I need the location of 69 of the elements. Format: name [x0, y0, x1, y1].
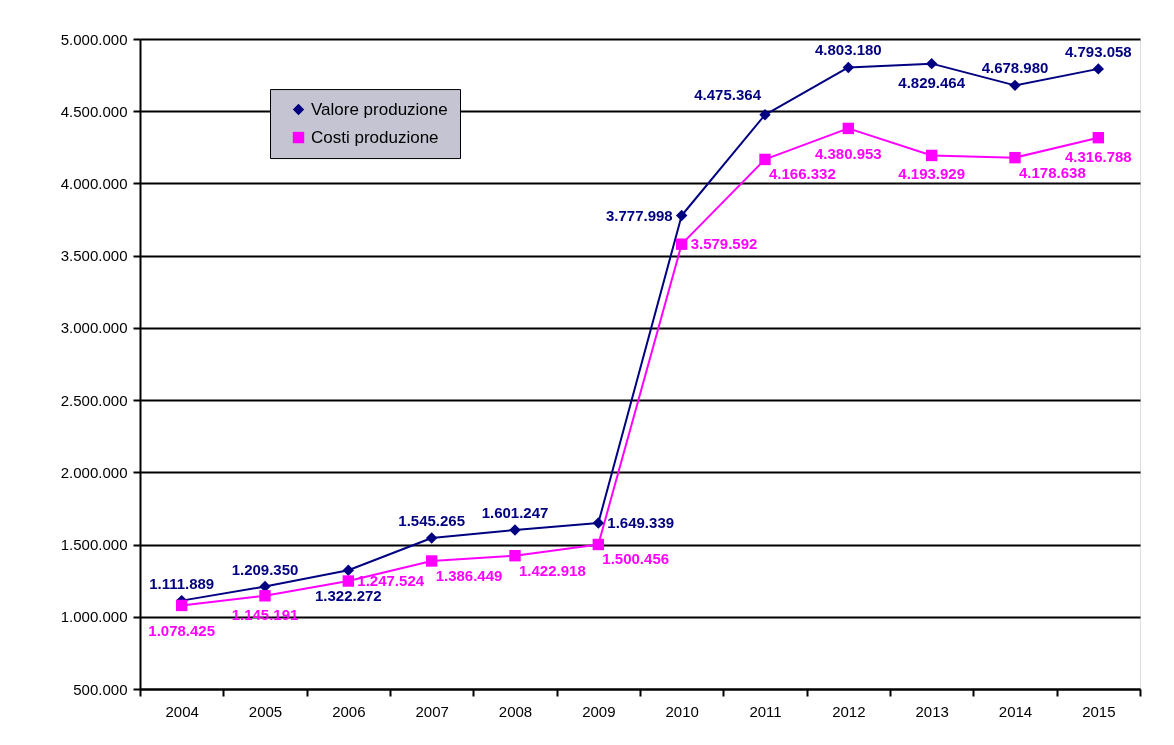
data-label: 1.386.449	[435, 566, 503, 584]
data-label: 4.475.364	[694, 85, 762, 103]
data-label: 1.422.918	[519, 561, 586, 579]
data-label: 4.178.638	[1019, 163, 1086, 181]
x-tick-label: 2004	[165, 702, 199, 720]
point	[509, 549, 521, 562]
y-tick-label: 4.500.000	[60, 102, 128, 120]
point	[592, 517, 605, 529]
data-label: 1.078.425	[148, 622, 216, 640]
point	[1092, 131, 1105, 144]
y-tick-label: 2.500.000	[60, 391, 128, 409]
x-tick-label: 2007	[415, 702, 449, 720]
point	[759, 109, 771, 121]
x-tick-label: 2009	[582, 702, 616, 720]
y-tick-label: 3.500.000	[60, 247, 128, 265]
legend-label: Valore produzione	[311, 99, 448, 119]
point	[425, 532, 438, 544]
data-label: 4.678.980	[981, 59, 1049, 77]
x-tick-label: 2010	[665, 702, 699, 720]
y-tick-label: 4.000.000	[60, 174, 128, 192]
point	[675, 209, 688, 222]
data-label: 1.322.272	[314, 587, 382, 605]
y-tick-label: 500.000	[73, 680, 128, 698]
x-tick-label: 2006	[332, 702, 366, 720]
data-label: 4.316.788	[1064, 147, 1132, 165]
point	[1009, 151, 1021, 164]
point	[342, 564, 355, 576]
data-label: 4.793.058	[1064, 42, 1132, 60]
data-label: 4.803.180	[814, 41, 882, 59]
data-label: 1.209.350	[231, 560, 299, 578]
point	[592, 538, 605, 551]
y-tick-label: 5.000.000	[60, 30, 128, 48]
point	[259, 590, 271, 602]
point	[675, 238, 688, 250]
point	[842, 122, 855, 135]
data-label: 4.166.332	[769, 165, 836, 183]
point	[1092, 63, 1105, 75]
point	[425, 555, 438, 567]
x-tick-label: 2012	[832, 702, 866, 720]
point	[759, 153, 771, 166]
point	[175, 599, 188, 612]
data-label: 3.579.592	[690, 235, 758, 253]
point	[925, 149, 938, 162]
data-label: 4.829.464	[898, 73, 966, 91]
data-label: 1.247.524	[357, 572, 425, 590]
y-tick-label: 3.000.000	[60, 319, 128, 337]
data-label: 1.111.889	[149, 574, 215, 592]
x-tick-label: 2013	[915, 702, 949, 720]
x-tick-label: 2014	[998, 702, 1033, 720]
x-tick-label: 2011	[749, 702, 782, 720]
point	[925, 57, 938, 70]
data-label: 1.601.247	[481, 503, 549, 521]
data-label: 4.380.953	[814, 145, 882, 163]
data-label: 1.545.265	[398, 512, 466, 530]
data-label: 1.500.456	[602, 550, 670, 568]
point	[509, 524, 521, 536]
data-label: 4.193.929	[898, 165, 966, 183]
x-tick-label: 2005	[248, 702, 283, 720]
data-label: 1.649.339	[607, 513, 675, 531]
x-tick-label: 2008	[498, 702, 533, 720]
point	[1009, 79, 1021, 92]
data-label: 3.777.998	[605, 206, 673, 224]
legend-label: Costi produzione	[311, 127, 439, 147]
point	[842, 61, 855, 74]
x-tick-label: 2015	[1082, 702, 1116, 720]
y-tick-label: 2.000.000	[60, 463, 128, 481]
y-tick-label: 1.500.000	[60, 536, 128, 554]
y-tick-label: 1.000.000	[60, 608, 128, 626]
point	[342, 575, 355, 587]
